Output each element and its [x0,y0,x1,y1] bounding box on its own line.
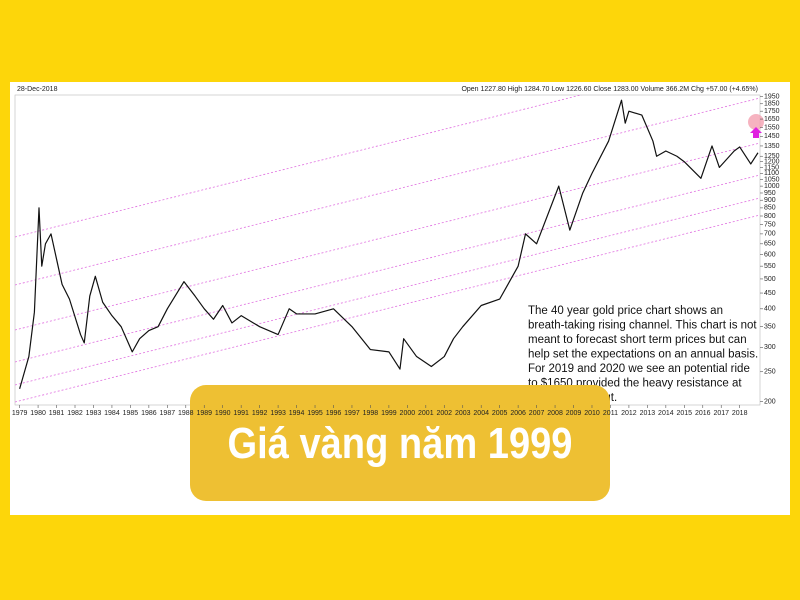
x-tick-label: 2001 [418,410,434,417]
x-tick-label: 1983 [86,410,102,417]
y-tick-label: 1200 [764,159,780,166]
annotation-line: help set the expectations on an annual b… [528,349,758,361]
x-tick-label: 2002 [436,410,452,417]
y-tick-label: 1350 [764,143,780,150]
channel-line [15,197,760,386]
x-tick-label: 2009 [566,410,582,417]
x-tick-label: 1994 [289,410,305,417]
x-tick-label: 2012 [621,410,637,417]
series-layer [19,99,759,390]
x-tick-label: 1981 [49,410,65,417]
annotation-line: For 2019 and 2020 we see an potential ri… [528,363,750,375]
x-tick-label: 1979 [12,410,28,417]
x-tick-label: 1984 [104,410,120,417]
x-tick-label: 2007 [529,410,545,417]
x-tick-label: 2016 [695,410,711,417]
x-tick-label: 1985 [123,410,139,417]
x-tick-label: 2005 [492,410,508,417]
y-tick-label: 250 [764,369,776,376]
x-tick-label: 2015 [677,410,693,417]
y-tick-label: 300 [764,344,776,351]
y-tick-label: 400 [764,306,776,313]
x-tick-label: 1989 [196,410,212,417]
y-tick-label: 1450 [764,133,780,140]
x-tick-label: 1991 [233,410,249,417]
x-tick-label: 2000 [400,410,416,417]
y-tick-label: 950 [764,190,776,197]
x-tick-label: 1999 [381,410,397,417]
price-line [19,99,759,390]
x-tick-label: 1993 [270,410,286,417]
x-tick-label: 2014 [658,410,674,417]
y-tick-label: 700 [764,231,776,238]
y-tick-label: 1550 [764,124,780,131]
channel-line [15,97,760,286]
y-tick-label: 1650 [764,116,780,123]
y-tick-label: 1050 [764,176,780,183]
x-tick-label: 1987 [160,410,176,417]
x-tick-label: 2017 [713,410,729,417]
y-tick-label: 350 [764,324,776,331]
y-tick-label: 650 [764,241,776,248]
x-tick-label: 2013 [640,410,656,417]
x-tick-label: 1986 [141,410,157,417]
annotation-line: breath-taking rising channel. This chart… [528,320,757,332]
y-tick-label: 1250 [764,153,780,160]
banner-title: Giá vàng năm 1999 [228,419,573,468]
x-tick-label: 1982 [67,410,83,417]
x-tick-label: 1980 [30,410,46,417]
x-tick-label: 2006 [510,410,526,417]
y-tick-label: 500 [764,276,776,283]
y-tick-label: 600 [764,251,776,258]
y-tick-label: 1950 [764,94,780,101]
x-tick-label: 1996 [326,410,342,417]
quote-label: Open 1227.80 High 1284.70 Low 1226.60 Cl… [461,86,758,93]
x-tick-label: 2018 [732,410,748,417]
y-tick-label: 1100 [764,170,779,177]
x-tick-label: 1997 [344,410,360,417]
y-tick-label: 1000 [764,183,780,190]
target-arrow [750,127,762,138]
y-tick-label: 850 [764,205,776,212]
x-tick-label: 1992 [252,410,268,417]
banner-box [190,385,610,501]
annotation-line: The 40 year gold price chart shows an [528,305,723,317]
x-tick-label: 2004 [473,410,489,417]
annotation-line: meant to forecast short term prices but … [528,334,747,346]
x-tick-label: 1990 [215,410,231,417]
y-tick-label: 450 [764,290,776,297]
target-circle [748,114,764,130]
channel-line [15,174,760,363]
x-tick-label: 2008 [547,410,563,417]
x-tick-label: 2011 [603,410,618,417]
y-tick-label: 900 [764,197,776,204]
date-label: 28-Dec-2018 [17,86,58,93]
y-tick-label: 1850 [764,101,780,108]
y-tick-label: 1150 [764,164,779,171]
x-tick-label: 1998 [363,410,379,417]
channel-lines [15,95,760,403]
channel-line [15,142,760,331]
channel-line [15,95,583,238]
y-tick-label: 750 [764,221,776,228]
y-tick-label: 800 [764,213,776,220]
y-tick-label: 550 [764,263,776,270]
channel-line [15,214,760,403]
x-tick-label: 1988 [178,410,194,417]
x-tick-label: 1995 [307,410,323,417]
x-tick-label: 2003 [455,410,471,417]
y-tick-label: 200 [764,398,776,405]
x-tick-label: 2010 [584,410,600,417]
y-tick-label: 1750 [764,108,780,115]
